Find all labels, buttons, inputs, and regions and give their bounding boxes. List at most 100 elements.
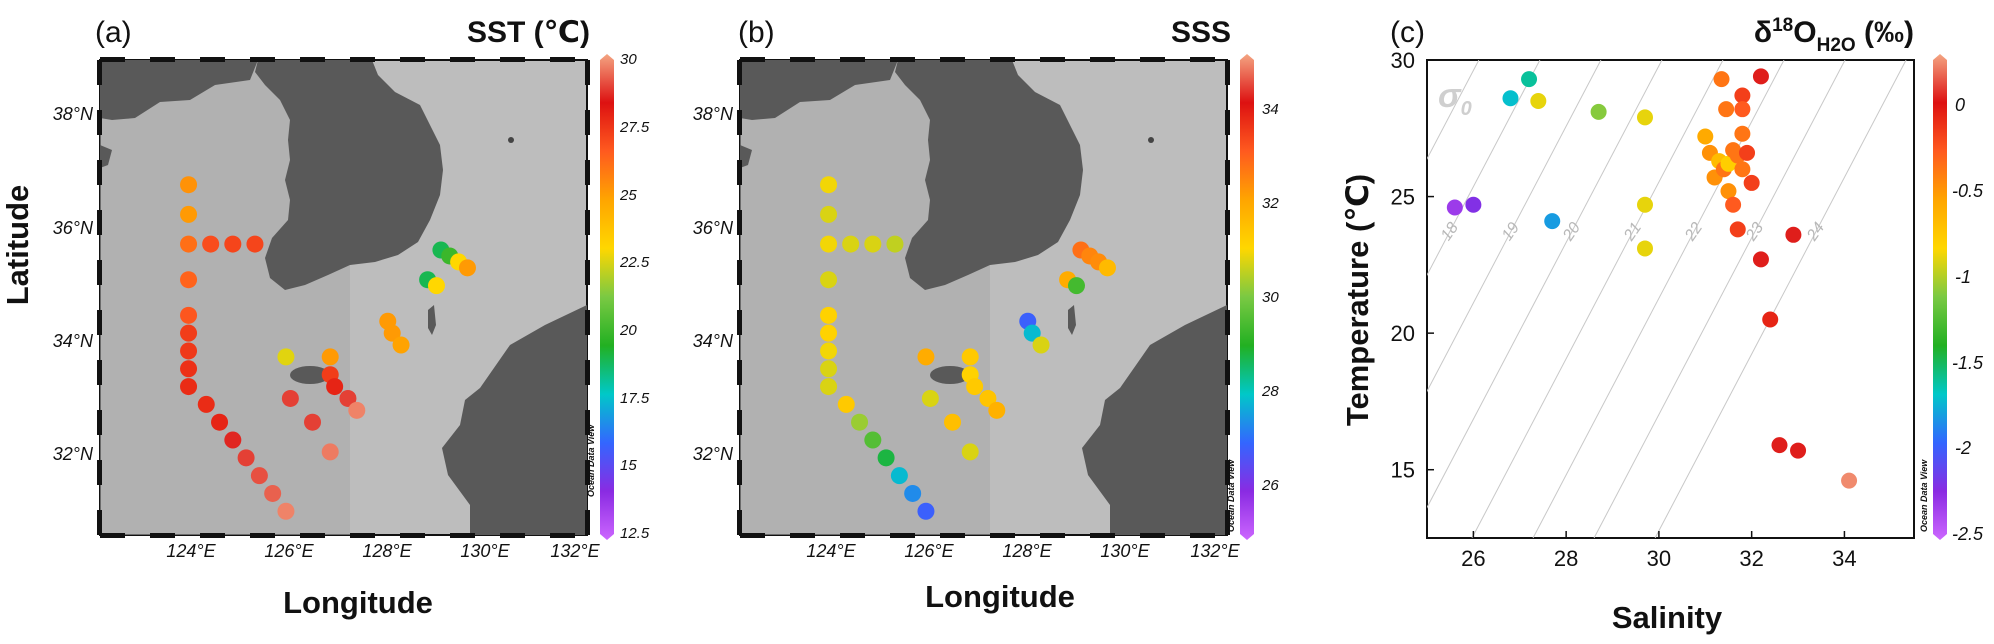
station-point [890, 467, 908, 485]
colorbar-c-tick: -1.5 [1952, 353, 1984, 373]
station-point [237, 449, 255, 467]
station-point [1067, 277, 1085, 295]
colorbar-b: 34 32 30 28 26 Ocean Data View [1226, 54, 1279, 540]
station-point [820, 324, 838, 342]
plot-c-samples [1446, 68, 1858, 489]
station-point [427, 277, 445, 295]
station-point [966, 378, 984, 396]
frame-dash [100, 533, 125, 538]
station-point [837, 395, 855, 413]
colorbar-a-tick: 15 [620, 457, 637, 474]
lat-tick: 36°N [693, 218, 734, 238]
sample-point [1841, 472, 1858, 489]
frame-dash [1225, 310, 1230, 335]
station-point [211, 413, 229, 431]
lat-tick: 32°N [693, 444, 734, 464]
frame-dash [1225, 260, 1230, 285]
frame-dash [500, 533, 525, 538]
frame-dash [1140, 533, 1165, 538]
panel-a-label: (a) [95, 16, 132, 49]
colorbar-a-tick: 25 [619, 187, 637, 204]
colorbar-b-tick: 34 [1262, 101, 1279, 118]
frame-dash [737, 460, 742, 485]
plot-c-axes: 26 28 30 32 34 15 20 25 30 [1391, 48, 1857, 571]
map-a-frame [99, 59, 588, 536]
x-tick-label: 26 [1461, 546, 1485, 571]
panel-c-title: δ18OH2O (‰) [1754, 15, 1914, 56]
frame-dash [737, 60, 742, 85]
frame-dash [585, 210, 590, 235]
frame-dash [400, 57, 425, 62]
frame-dash [1225, 460, 1230, 485]
station-point [961, 443, 979, 461]
frame-dash [585, 360, 590, 385]
station-point [917, 502, 935, 520]
frame-dash [550, 57, 575, 62]
frame-dash [585, 510, 590, 535]
panel-c-ylabel: Temperature (℃) [1340, 174, 1375, 426]
colorbar-c: 0 -0.5 -1 -1.5 -2 -2.5 Ocean Data View [1919, 54, 1984, 544]
map-b-frame [739, 59, 1228, 536]
lon-tick: 126°E [904, 541, 954, 561]
station-point [326, 378, 344, 396]
frame-dash [737, 210, 742, 235]
sample-point [1743, 174, 1760, 191]
colorbar-a-tick: 17.5 [620, 390, 650, 407]
station-point [961, 348, 979, 366]
frame-dash [585, 260, 590, 285]
map-b-jeju [930, 366, 970, 384]
sample-point [1530, 92, 1547, 109]
sample-point [1739, 144, 1756, 161]
station-point [224, 235, 242, 253]
sample-point [1636, 196, 1653, 213]
station-point [383, 324, 401, 342]
frame-dash [1140, 57, 1165, 62]
station-point [197, 395, 215, 413]
frame-dash [1225, 60, 1230, 85]
station-point [180, 205, 198, 223]
station-point [458, 259, 476, 277]
sample-point [1502, 90, 1519, 107]
colorbar-c-tick: 0 [1955, 95, 1965, 115]
map-b-ulleung [1148, 137, 1154, 143]
colorbar-c-tick: -0.5 [1952, 181, 1984, 201]
frame-dash [840, 533, 865, 538]
panel-c-xlabel: Salinity [1612, 600, 1723, 635]
station-point [1023, 324, 1041, 342]
isopycnal-line [1593, 60, 1846, 538]
isopycnal-line [1654, 60, 1907, 538]
colorbar-b-bar [1240, 54, 1254, 540]
frame-dash [585, 160, 590, 185]
sample-point [1636, 109, 1653, 126]
sample-point [1762, 311, 1779, 328]
colorbar-a-watermark: Ocean Data View [586, 424, 596, 497]
station-point [246, 235, 264, 253]
station-point [886, 235, 904, 253]
station-point [877, 449, 895, 467]
station-point [180, 378, 198, 396]
frame-dash [737, 410, 742, 435]
station-point [917, 348, 935, 366]
station-point [979, 389, 997, 407]
frame-dash [1190, 57, 1215, 62]
colorbar-a: 30 27.5 25 22.5 20 17.5 15 12.5 Ocean Da… [586, 51, 650, 542]
lon-tick: 130°E [1100, 541, 1150, 561]
frame-dash [1225, 110, 1230, 135]
frame-dash [97, 60, 102, 85]
lon-tick: 126°E [264, 541, 314, 561]
frame-dash [737, 160, 742, 185]
y-tick-label: 30 [1391, 48, 1415, 73]
colorbar-a-tick: 30 [620, 51, 637, 68]
y-tick-label: 20 [1391, 321, 1415, 346]
frame-dash [97, 210, 102, 235]
panel-c-title-main: δ [1754, 16, 1772, 49]
frame-dash [300, 57, 325, 62]
isopycnal-line [1427, 60, 1663, 509]
frame-dash [940, 533, 965, 538]
sample-point [1713, 71, 1730, 88]
station-point [321, 348, 339, 366]
y-tick-label: 25 [1391, 185, 1415, 210]
frame-dash [585, 310, 590, 335]
panel-a-title: SST (℃) [467, 16, 590, 49]
